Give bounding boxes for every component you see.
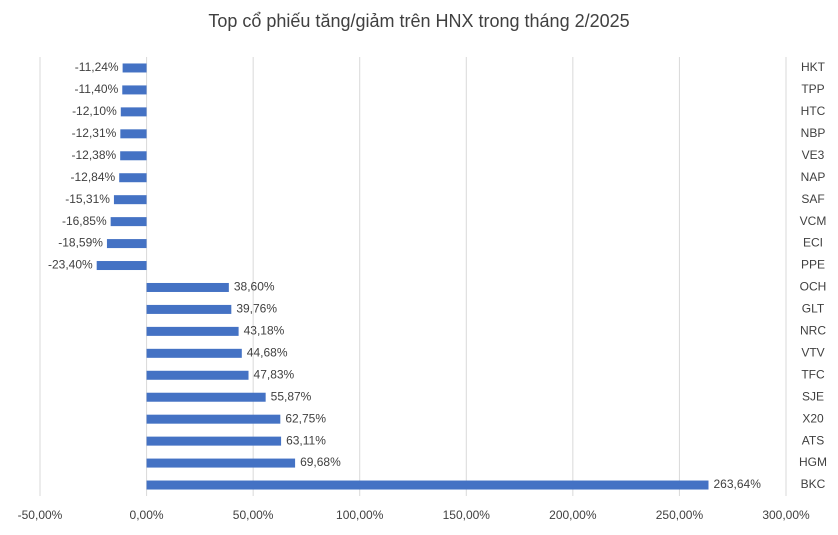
y-tick-label: HTC bbox=[801, 104, 826, 118]
y-tick-label: GLT bbox=[802, 302, 825, 316]
y-tick-label: TPP bbox=[801, 82, 824, 96]
data-label: -23,40% bbox=[48, 258, 93, 272]
data-label: 38,60% bbox=[234, 280, 275, 294]
bar bbox=[146, 458, 296, 468]
data-label: -12,38% bbox=[71, 148, 116, 162]
x-tick-label: 250,00% bbox=[656, 508, 704, 522]
data-label: -12,31% bbox=[72, 126, 117, 140]
y-tick-label: HKT bbox=[801, 60, 826, 74]
y-tick-label: ATS bbox=[802, 433, 824, 447]
x-tick-label: 100,00% bbox=[336, 508, 384, 522]
bar bbox=[122, 85, 147, 95]
data-label: -15,31% bbox=[65, 192, 110, 206]
bar bbox=[146, 348, 242, 358]
data-label: 44,68% bbox=[247, 345, 288, 359]
bar bbox=[96, 261, 147, 271]
bar bbox=[146, 370, 249, 380]
x-tick-label: 200,00% bbox=[549, 508, 597, 522]
y-tick-label: SJE bbox=[802, 389, 824, 403]
chart-title: Top cổ phiếu tăng/giảm trên HNX trong th… bbox=[208, 11, 629, 31]
data-label: 69,68% bbox=[300, 455, 341, 469]
bar bbox=[119, 173, 147, 183]
y-tick-label: OCH bbox=[800, 280, 827, 294]
y-tick-label: ECI bbox=[803, 236, 823, 250]
bar bbox=[146, 282, 229, 292]
data-label: 63,11% bbox=[286, 433, 326, 447]
bar bbox=[120, 107, 147, 117]
bar bbox=[120, 129, 147, 139]
bar bbox=[113, 195, 147, 205]
y-tick-label: NBP bbox=[801, 126, 826, 140]
y-tick-label: NRC bbox=[800, 324, 826, 338]
x-tick-label: 300,00% bbox=[762, 508, 810, 522]
data-label: 62,75% bbox=[285, 411, 326, 425]
x-tick-label: -50,00% bbox=[18, 508, 63, 522]
x-tick-label: 0,00% bbox=[130, 508, 164, 522]
data-label: -12,10% bbox=[72, 104, 117, 118]
x-tick-label: 150,00% bbox=[443, 508, 491, 522]
bar bbox=[146, 436, 282, 446]
y-tick-label: VTV bbox=[801, 345, 824, 359]
bar bbox=[110, 217, 147, 227]
x-tick-label: 50,00% bbox=[233, 508, 274, 522]
y-tick-label: SAF bbox=[801, 192, 824, 206]
data-label: -12,84% bbox=[71, 170, 116, 184]
y-tick-label: BKC bbox=[801, 477, 826, 491]
bar bbox=[146, 392, 266, 402]
data-label: 55,87% bbox=[271, 389, 312, 403]
bar bbox=[106, 239, 147, 249]
data-label: -11,40% bbox=[74, 82, 118, 96]
data-label: -16,85% bbox=[62, 214, 107, 228]
data-label: 39,76% bbox=[236, 302, 277, 316]
data-label: 43,18% bbox=[244, 324, 285, 338]
data-label: -18,59% bbox=[58, 236, 103, 250]
bar bbox=[122, 63, 147, 73]
y-tick-label: VE3 bbox=[802, 148, 825, 162]
bar bbox=[120, 151, 147, 161]
data-label: 263,64% bbox=[714, 477, 762, 491]
data-label: 47,83% bbox=[254, 367, 295, 381]
y-tick-label: PPE bbox=[801, 258, 825, 272]
y-tick-label: TFC bbox=[801, 367, 825, 381]
y-tick-label: VCM bbox=[800, 214, 827, 228]
bar bbox=[146, 326, 239, 336]
data-label: -11,24% bbox=[75, 60, 119, 74]
y-tick-label: HGM bbox=[799, 455, 827, 469]
y-tick-label: X20 bbox=[802, 411, 824, 425]
bar bbox=[146, 480, 709, 490]
bar bbox=[146, 414, 281, 424]
bar bbox=[146, 304, 232, 314]
y-tick-label: NAP bbox=[801, 170, 826, 184]
